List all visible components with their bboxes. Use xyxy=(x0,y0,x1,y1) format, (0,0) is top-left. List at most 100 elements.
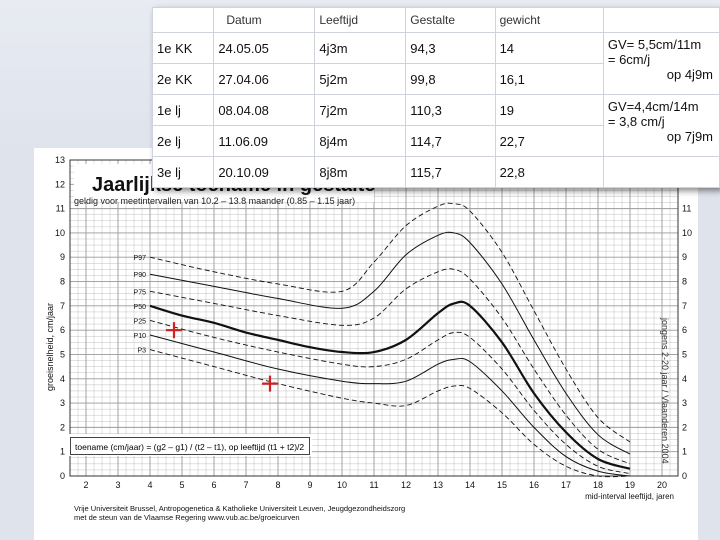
y-tick-label-right: 8 xyxy=(682,277,687,287)
x-tick-label: 11 xyxy=(369,480,378,490)
cell-gestalte: 94,3 xyxy=(405,32,496,64)
y-tick-label-right: 9 xyxy=(682,252,687,262)
y-tick-label-right: 0 xyxy=(682,471,687,481)
cell-leeftijd: 8j8m xyxy=(314,156,407,188)
cell-datum: 20.10.09 xyxy=(213,156,316,188)
note-main-text: GV= 5,5cm/11m = 6cm/j xyxy=(607,37,702,67)
x-tick-label: 8 xyxy=(275,480,280,490)
cell-gestalte: 115,7 xyxy=(405,156,496,188)
table-header-datum: Datum xyxy=(213,7,316,33)
cell-gestalte: 110,3 xyxy=(405,94,496,126)
y-tick-label-left: 6 xyxy=(60,325,65,335)
growth-chart: 2 3 4 5 6 7 8 9 10 11 12 13 14 15 16 17 18 19 20 0 0 1 1 2 2 3 3 4 4… xyxy=(34,148,698,540)
chart-y-axis-label: groeisnelheid, cm/jaar xyxy=(45,302,56,392)
growth-velocity-note-1: GV= 5,5cm/11m = 6cm/j op 4j9m xyxy=(602,32,720,95)
x-tick-label: 4 xyxy=(147,480,152,490)
y-tick-label-right: 1 xyxy=(682,447,687,457)
note-age-text: op 7j9m xyxy=(666,129,713,144)
y-tick-label-left: 2 xyxy=(60,422,65,432)
cell-datum: 11.06.09 xyxy=(213,125,316,157)
percentile-curve-p75 xyxy=(149,268,631,465)
x-tick-label: 3 xyxy=(115,480,120,490)
cell-gewicht: 19 xyxy=(494,94,604,126)
x-tick-label: 20 xyxy=(657,480,667,490)
row-label: 2e KK xyxy=(151,63,215,95)
x-tick-label: 13 xyxy=(433,480,443,490)
table-header-gestalte: Gestalte xyxy=(405,7,496,33)
y-tick-label-right: 6 xyxy=(682,325,687,335)
y-tick-label-left: 5 xyxy=(60,349,65,359)
percentile-label: P50 xyxy=(134,304,147,311)
x-tick-label: 15 xyxy=(497,480,507,490)
percentile-curve-p50 xyxy=(149,300,631,470)
cell-leeftijd: 8j4m xyxy=(314,125,407,157)
cell-gewicht: 22,7 xyxy=(494,125,604,157)
y-tick-label-right: 2 xyxy=(682,422,687,432)
y-tick-label-right: 4 xyxy=(682,374,687,384)
y-tick-label-left: 0 xyxy=(60,471,65,481)
y-tick-label-left: 12 xyxy=(55,179,65,189)
cell-datum: 27.04.06 xyxy=(213,63,316,95)
x-tick-label: 12 xyxy=(401,480,411,490)
x-tick-label: 6 xyxy=(211,480,216,490)
empty-note-cell xyxy=(602,156,720,188)
table-header-notes xyxy=(602,7,720,33)
table-row: 3e lj 20.10.09 8j8m 115,7 22,8 xyxy=(151,156,720,188)
percentile-label: P25 xyxy=(134,318,147,325)
percentile-label: P10 xyxy=(134,333,147,340)
row-label: 3e lj xyxy=(151,156,215,188)
y-tick-label-left: 1 xyxy=(60,447,65,457)
percentile-label: P90 xyxy=(134,272,147,279)
y-tick-label-left: 7 xyxy=(60,301,65,311)
growth-chart-svg: 2 3 4 5 6 7 8 9 10 11 12 13 14 15 16 17 18 19 200 01 12 23 34 4… xyxy=(55,155,692,490)
x-tick-label: 17 xyxy=(561,480,571,490)
cell-gewicht: 22,8 xyxy=(494,156,604,188)
y-tick-label-left: 13 xyxy=(55,155,65,165)
note-main-text: GV=4,4cm/14m = 3,8 cm/j xyxy=(607,99,699,129)
table-row: 2e lj 11.06.09 8j4m 114,7 22,7 xyxy=(151,125,720,157)
cell-gestalte: 114,7 xyxy=(405,125,496,157)
table-header-cell xyxy=(151,7,215,33)
cell-gestalte: 99,8 xyxy=(405,63,496,95)
x-tick-label: 18 xyxy=(593,480,603,490)
y-tick-label-left: 9 xyxy=(60,252,65,262)
chart-side-caption: jongens 2-20 jaar / Vlaanderen 2004 xyxy=(634,178,694,498)
percentile-curve-p10 xyxy=(149,334,631,477)
y-tick-label-right: 7 xyxy=(682,301,687,311)
table-row: 1e lj 08.04.08 7j2m 110,3 19 GV=4,4cm/14… xyxy=(151,94,720,157)
cell-gewicht: 16,1 xyxy=(494,63,604,95)
chart-credits: Vrije Universiteit Brussel, Antropogenet… xyxy=(74,504,405,522)
percentile-curve-p3 xyxy=(149,349,631,478)
growth-velocity-note-2: GV=4,4cm/14m = 3,8 cm/j op 7j9m xyxy=(602,94,720,157)
chart-subtitle: geldig voor meetintervallen van 10.2 – 1… xyxy=(74,196,356,206)
cell-leeftijd: 4j3m xyxy=(314,32,407,64)
chart-x-axis-label: mid-interval leeftijd, jaren xyxy=(585,492,674,501)
table-header-row: Datum Leeftijd Gestalte gewicht xyxy=(151,7,720,33)
cell-datum: 24.05.05 xyxy=(213,32,316,64)
row-label: 2e lj xyxy=(151,125,215,157)
row-label: 1e lj xyxy=(151,94,215,126)
y-tick-label-left: 10 xyxy=(55,228,65,238)
cell-leeftijd: 5j2m xyxy=(314,63,407,95)
x-tick-label: 7 xyxy=(243,480,248,490)
percentile-curve-p97 xyxy=(149,202,631,443)
y-tick-label-left: 11 xyxy=(56,204,65,214)
chart-credit-line: met de steun van de Vlaamse Regering www… xyxy=(74,513,300,522)
y-tick-label-left: 8 xyxy=(60,277,65,287)
x-tick-label: 19 xyxy=(625,480,635,490)
chart-formula-box: toename (cm/jaar) = (g2 – g1) / (t2 – t1… xyxy=(70,437,310,455)
x-tick-label: 14 xyxy=(465,480,475,490)
y-tick-label-right: 3 xyxy=(682,398,687,408)
x-tick-label: 10 xyxy=(337,480,347,490)
note-age-text: op 4j9m xyxy=(666,67,713,82)
y-tick-label-right: 11 xyxy=(682,204,691,214)
percentile-label: P97 xyxy=(134,255,147,262)
measurement-table: Datum Leeftijd Gestalte gewicht 1e KK 24… xyxy=(151,7,720,188)
x-tick-label: 5 xyxy=(179,480,184,490)
cell-gewicht: 14 xyxy=(494,32,604,64)
cell-leeftijd: 7j2m xyxy=(314,94,407,126)
x-tick-label: 2 xyxy=(83,480,88,490)
chart-credit-line: Vrije Universiteit Brussel, Antropogenet… xyxy=(74,504,406,513)
y-tick-label-left: 4 xyxy=(60,374,65,384)
percentile-label: P3 xyxy=(137,348,146,355)
